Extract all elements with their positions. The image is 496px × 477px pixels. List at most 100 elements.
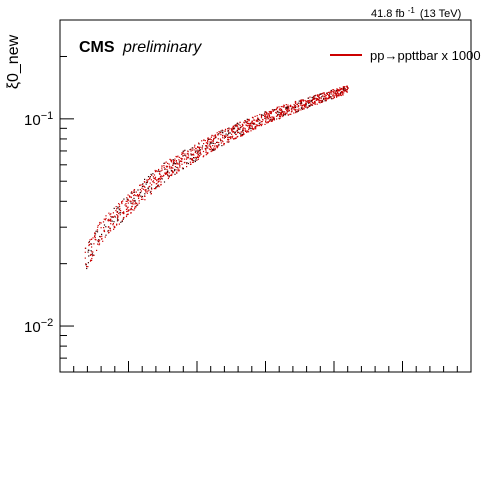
scatter-point: [241, 126, 243, 128]
scatter-point: [113, 221, 115, 223]
scatter-point: [295, 101, 297, 103]
scatter-point: [326, 93, 328, 95]
scatter-point: [324, 100, 326, 102]
scatter-point: [161, 169, 163, 171]
scatter-point: [305, 104, 307, 106]
scatter-point: [296, 103, 298, 106]
scatter-point: [177, 167, 179, 169]
scatter-point: [340, 90, 342, 93]
scatter-point: [252, 128, 254, 130]
scatter-point: [234, 124, 236, 126]
scatter-point: [295, 110, 297, 112]
scatter-point: [315, 97, 317, 99]
scatter-point: [265, 121, 267, 123]
scatter-point: [251, 120, 253, 122]
scatter-point: [116, 224, 118, 226]
scatter-point: [286, 112, 288, 114]
scatter-point: [313, 96, 315, 99]
scatter-point: [108, 212, 110, 214]
scatter-point: [247, 130, 249, 132]
scatter-point: [182, 153, 184, 155]
scatter-point: [84, 247, 86, 249]
scatter-point: [330, 90, 332, 92]
scatter-point: [280, 109, 282, 111]
scatter-point: [163, 166, 165, 169]
scatter-point: [279, 108, 281, 110]
scatter-point: [264, 123, 266, 125]
scatter-point: [136, 195, 138, 197]
scatter-point: [142, 185, 144, 187]
scatter-point: [242, 133, 244, 136]
scatter-point: [269, 115, 271, 117]
scatter-point: [313, 102, 315, 104]
scatter-point: [233, 127, 236, 129]
scatter-point: [163, 162, 165, 164]
scatter-point: [155, 188, 157, 190]
scatter-point: [329, 93, 331, 95]
scatter-point: [184, 161, 186, 163]
scatter-point: [92, 251, 94, 253]
scatter-point: [133, 189, 135, 191]
scatter-point: [256, 119, 258, 121]
cms-label: CMS: [79, 39, 115, 56]
scatter-point: [240, 134, 242, 136]
scatter-point: [158, 180, 160, 182]
scatter-point: [343, 90, 345, 92]
scatter-point: [138, 193, 141, 195]
scatter-point: [167, 171, 169, 173]
scatter-point: [228, 141, 230, 143]
scatter-point: [166, 168, 168, 171]
scatter-point: [122, 212, 124, 214]
scatter-point: [244, 130, 247, 132]
scatter-point: [193, 157, 195, 159]
scatter-point: [119, 214, 121, 216]
scatter-point: [160, 183, 162, 186]
scatter-point: [300, 109, 302, 111]
scatter-point: [99, 235, 101, 238]
scatter-point: [253, 119, 255, 121]
scatter-point: [213, 139, 215, 141]
scatter-point: [341, 92, 343, 94]
scatter-point: [88, 242, 90, 244]
scatter-point: [309, 105, 311, 107]
scatter-point: [94, 235, 96, 238]
scatter-point: [129, 200, 131, 202]
scatter-point: [118, 212, 120, 215]
scatter-point: [237, 125, 239, 127]
scatter-point: [244, 129, 247, 131]
scatter-point: [302, 108, 304, 110]
scatter-point: [243, 133, 245, 135]
scatter-point: [190, 157, 192, 160]
scatter-point: [215, 137, 217, 139]
scatter-point: [119, 206, 121, 208]
scatter-point: [191, 147, 193, 149]
scatter-point: [97, 243, 99, 245]
scatter-point: [121, 220, 123, 222]
scatter-point: [272, 118, 274, 121]
scatter-point: [113, 207, 115, 209]
scatter-point: [183, 158, 186, 160]
scatter-point: [271, 116, 273, 118]
scatter-point: [237, 128, 240, 130]
scatter-point: [228, 138, 230, 140]
scatter-point: [147, 180, 149, 182]
scatter-point: [226, 141, 228, 143]
scatter-point: [211, 142, 213, 144]
scatter-point: [150, 192, 152, 195]
scatter-point: [154, 177, 156, 179]
scatter-point: [172, 164, 174, 166]
scatter-point: [342, 90, 344, 93]
scatter-point: [105, 234, 107, 236]
scatter-point: [136, 204, 138, 206]
scatter-point: [129, 209, 131, 211]
scatter-point: [266, 112, 268, 114]
scatter-point: [316, 98, 318, 100]
scatter-point: [184, 149, 186, 151]
scatter-point: [308, 104, 310, 107]
scatter-point: [343, 89, 345, 91]
scatter-point: [277, 113, 279, 115]
scatter-point: [269, 119, 271, 121]
scatter-point: [209, 142, 212, 144]
scatter-point: [171, 173, 173, 175]
